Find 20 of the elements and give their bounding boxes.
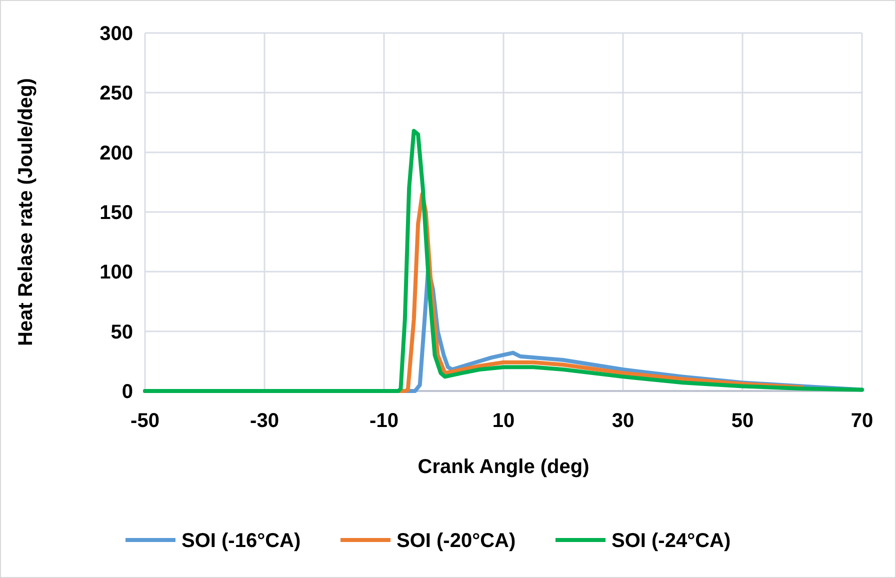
legend-label: SOI (-20°CA) <box>396 530 516 552</box>
x-tick-label: -50 <box>130 410 160 432</box>
y-tick-label: 200 <box>100 142 133 164</box>
y-tick-label: 100 <box>100 262 133 284</box>
y-tick-label: 300 <box>100 23 133 45</box>
y-tick-label: 0 <box>122 381 133 403</box>
y-axis-title: Heat Relase rate (Joule/deg) <box>15 78 37 346</box>
x-axis-title: Crank Angle (deg) <box>418 456 590 478</box>
x-tick-label: 10 <box>492 410 515 432</box>
x-tick-label: 70 <box>850 410 874 432</box>
legend-label: SOI (-24°CA) <box>612 530 731 552</box>
x-tick-label: -30 <box>250 410 279 432</box>
y-tick-label: 50 <box>110 321 133 344</box>
x-tick-label: 30 <box>612 410 634 432</box>
x-tick-label: -10 <box>370 410 398 432</box>
line-series <box>143 128 864 393</box>
x-tick-label: 50 <box>731 410 754 432</box>
y-tick-label: 150 <box>100 202 133 224</box>
legend-label: SOI (-16°CA) <box>182 530 301 552</box>
y-tick-label: 250 <box>100 82 133 105</box>
